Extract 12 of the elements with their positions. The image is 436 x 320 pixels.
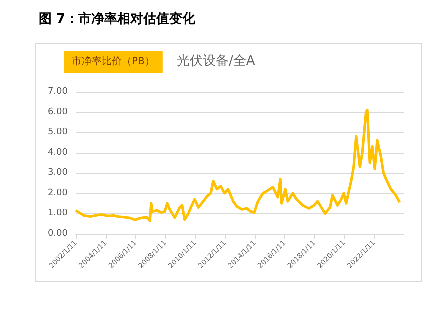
text: 市净率比价（PB） (72, 56, 155, 68)
y-tick-label: 1.00 (48, 208, 68, 219)
y-tick-label: 0.00 (48, 229, 68, 239)
y-tick-label: 3.00 (48, 168, 68, 178)
line-series (74, 108, 402, 222)
y-tick-label: 7.00 (48, 87, 68, 97)
chart-subtitle: 光伏设备/全A (177, 54, 256, 69)
y-tick-label: 2.00 (48, 188, 68, 198)
y-tick-label: 4.00 (48, 148, 68, 158)
y-tick-label: 6.00 (48, 107, 68, 118)
chart-title: 图 7：市净率相对估值变化 (39, 11, 197, 27)
y-tick-label: 5.00 (48, 128, 68, 138)
